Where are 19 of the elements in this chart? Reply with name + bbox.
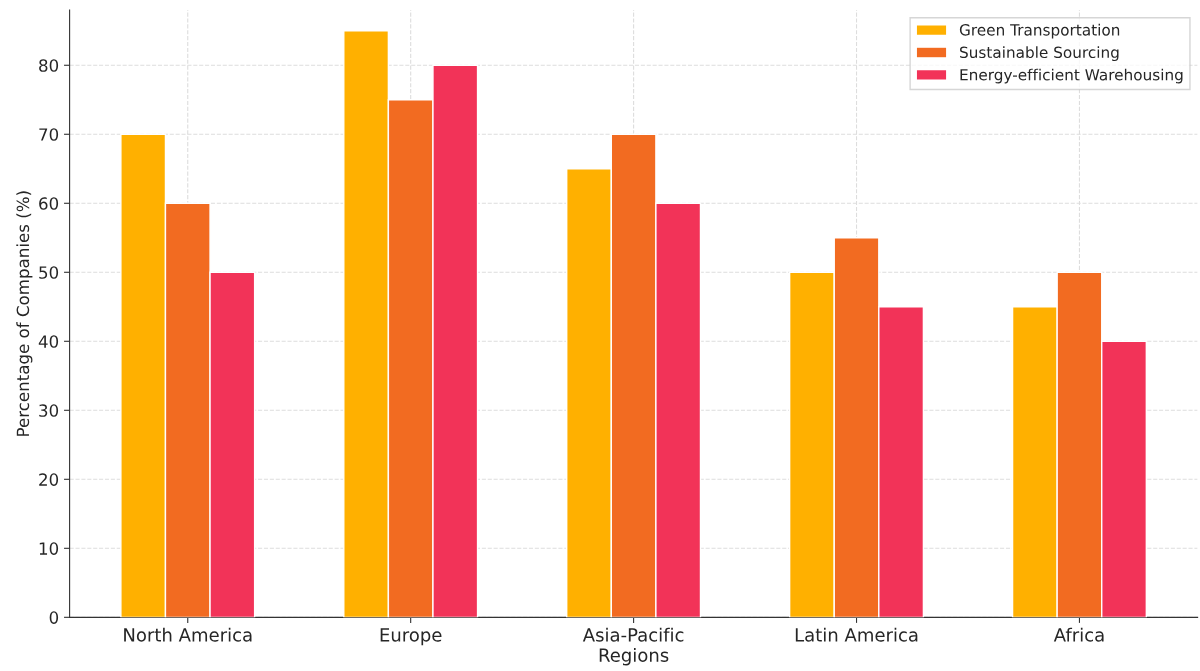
x-tick-label: Africa	[1053, 627, 1104, 642]
legend-label: Sustainable Sourcing	[960, 46, 1119, 62]
y-tick-label: 20	[39, 473, 59, 486]
x-tick-label: Latin America	[795, 627, 918, 642]
legend-label: Energy-efficient Warehousing	[960, 68, 1183, 84]
y-tick-label: 50	[39, 266, 59, 279]
y-tick-label: 10	[39, 542, 59, 555]
x-tick-label: North America	[124, 627, 252, 642]
x-tick-label: Europe	[380, 628, 442, 646]
y-tick-label: 70	[39, 128, 59, 141]
y-tick-label: 40	[38, 335, 59, 348]
y-tick-label: 60	[39, 197, 59, 210]
legend-label: Green Transportation	[959, 23, 1120, 39]
x-tick-label: Asia-Pacific	[582, 627, 684, 642]
y-axis-title: Percentage of Companies (%)	[16, 191, 33, 436]
x-axis-title: Regions	[599, 647, 669, 666]
y-tick-label: 30	[39, 404, 59, 417]
y-tick-label: 80	[39, 59, 59, 72]
y-tick-label: 0	[49, 611, 59, 624]
